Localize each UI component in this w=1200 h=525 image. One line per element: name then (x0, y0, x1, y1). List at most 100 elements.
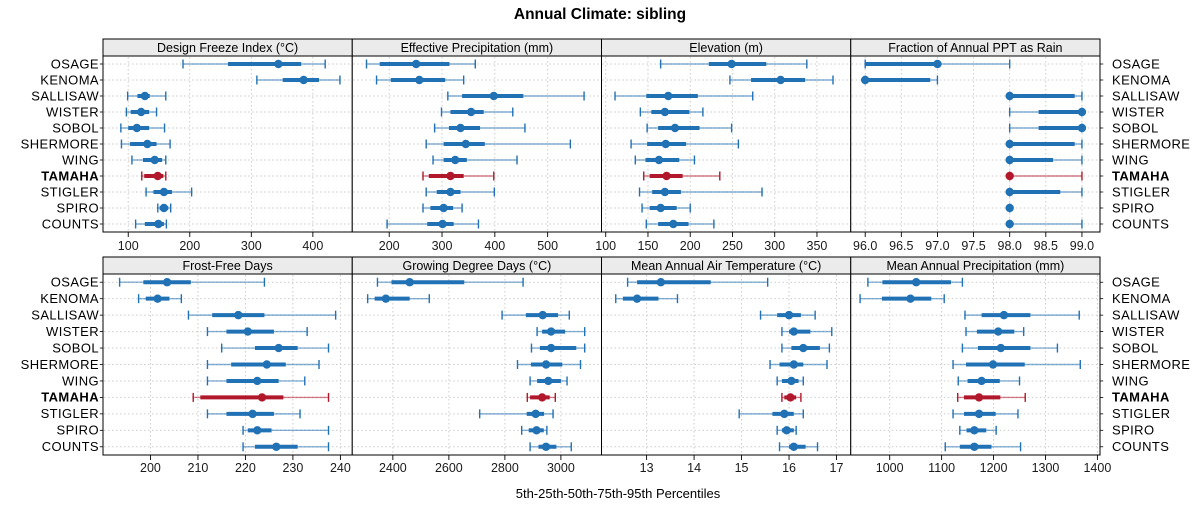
x-tick-label: 3000 (547, 461, 575, 475)
station-label: SOBOL (52, 340, 99, 355)
series-wister (125, 107, 158, 117)
median-dot (860, 75, 870, 85)
series-counts (778, 442, 819, 452)
series-tamaha (781, 392, 802, 402)
station-label: WISTER (1112, 104, 1165, 119)
series-wing (131, 155, 167, 165)
median-dot (541, 442, 551, 451)
median-dot (789, 360, 798, 369)
x-tick-label: 1300 (1032, 461, 1060, 475)
median-dot (999, 310, 1009, 320)
x-tick-label: 96.0 (853, 239, 877, 253)
x-tick-label: 96.5 (889, 239, 913, 253)
series-counts (1005, 219, 1083, 229)
median-dot (776, 75, 785, 85)
strip-title: Design Freeze Index (°C) (157, 41, 298, 55)
median-dot (1005, 155, 1014, 165)
x-tick-label: 97.0 (925, 239, 949, 253)
median-dot (532, 426, 541, 435)
x-tick-label: 250 (722, 239, 743, 253)
series-counts (529, 442, 572, 452)
median-dot (154, 219, 163, 229)
median-dot (1005, 187, 1014, 197)
x-tick-label: 97.5 (961, 239, 985, 253)
series-sobol (433, 123, 526, 133)
x-tick-label: 100 (118, 239, 139, 253)
station-label: STIGLER (41, 184, 99, 199)
strip-title: Mean Annual Air Temperature (°C) (631, 259, 821, 273)
station-label: WING (1112, 373, 1149, 388)
median-dot (1005, 203, 1014, 213)
series-stigler (638, 187, 763, 197)
series-counts (645, 219, 715, 229)
median-dot (438, 219, 447, 229)
series-wister (965, 327, 1025, 337)
series-shermore (516, 360, 582, 369)
median-dot (446, 187, 455, 197)
series-osage (118, 277, 266, 287)
median-dot (446, 171, 455, 181)
x-tick-label: 230 (282, 461, 303, 475)
x-tick-label: 17 (830, 461, 844, 475)
median-dot (153, 171, 162, 181)
median-dot (466, 107, 476, 117)
station-label: WISTER (46, 104, 99, 119)
median-dot (1005, 139, 1014, 149)
median-dot (996, 343, 1006, 353)
x-tick-label: 2600 (435, 461, 463, 475)
station-label: COUNTS (1112, 216, 1169, 231)
series-spiro (959, 425, 997, 435)
series-osage (376, 277, 524, 287)
series-shermore (769, 360, 828, 369)
station-label: OSAGE (1112, 275, 1160, 290)
median-dot (253, 426, 262, 435)
station-label: SALLISAW (31, 88, 99, 103)
median-dot (974, 393, 984, 402)
station-label: SPIRO (57, 423, 99, 438)
series-wing (529, 376, 568, 386)
series-sobol (646, 123, 733, 133)
median-dot (234, 310, 243, 320)
series-kenoma (859, 294, 945, 304)
median-dot (670, 123, 680, 133)
median-dot (970, 442, 979, 451)
median-dot (662, 171, 671, 181)
panel-growing-degree-days: Growing Degree Days (°C) 2400 2600 2800 3000 (351, 256, 602, 475)
series-sobol (120, 123, 166, 133)
x-tick-label: 200 (680, 239, 701, 253)
median-dot (1077, 107, 1087, 117)
station-label: TAMAHA (1112, 390, 1170, 405)
series-counts (242, 442, 330, 452)
station-label: SPIRO (1112, 423, 1154, 438)
station-label: STIGLER (41, 406, 99, 421)
median-dot (451, 155, 460, 165)
series-osage (867, 277, 964, 287)
median-dot (661, 139, 670, 149)
x-tick-label: 200 (379, 239, 400, 253)
station-label: COUNTS (1112, 439, 1169, 454)
series-sallisaw (501, 310, 570, 320)
series-tamaha (1005, 171, 1083, 181)
x-tick-label: 300 (432, 239, 453, 253)
series-counts (134, 219, 168, 229)
series-wister (536, 327, 586, 337)
median-dot (656, 278, 666, 287)
x-tick-label: 150 (638, 239, 659, 253)
series-stigler (952, 409, 1019, 419)
station-label: STIGLER (1112, 184, 1170, 199)
median-dot (159, 187, 169, 197)
median-dot (789, 327, 798, 336)
median-dot (411, 59, 421, 69)
series-tamaha (192, 392, 330, 402)
series-tamaha (141, 171, 167, 181)
series-kenoma (860, 75, 939, 85)
station-label: KENOMA (1112, 72, 1171, 87)
median-dot (461, 139, 470, 149)
x-tick-label: 1000 (876, 461, 904, 475)
median-dot (789, 442, 798, 451)
x-tick-label: 13 (640, 461, 654, 475)
panel-frost-free-days: Frost-Free Days 200 210 220 230 240 (102, 256, 353, 475)
x-tick-label: 240 (330, 461, 351, 475)
x-tick-label: 2800 (491, 461, 519, 475)
median-dot (799, 343, 808, 353)
